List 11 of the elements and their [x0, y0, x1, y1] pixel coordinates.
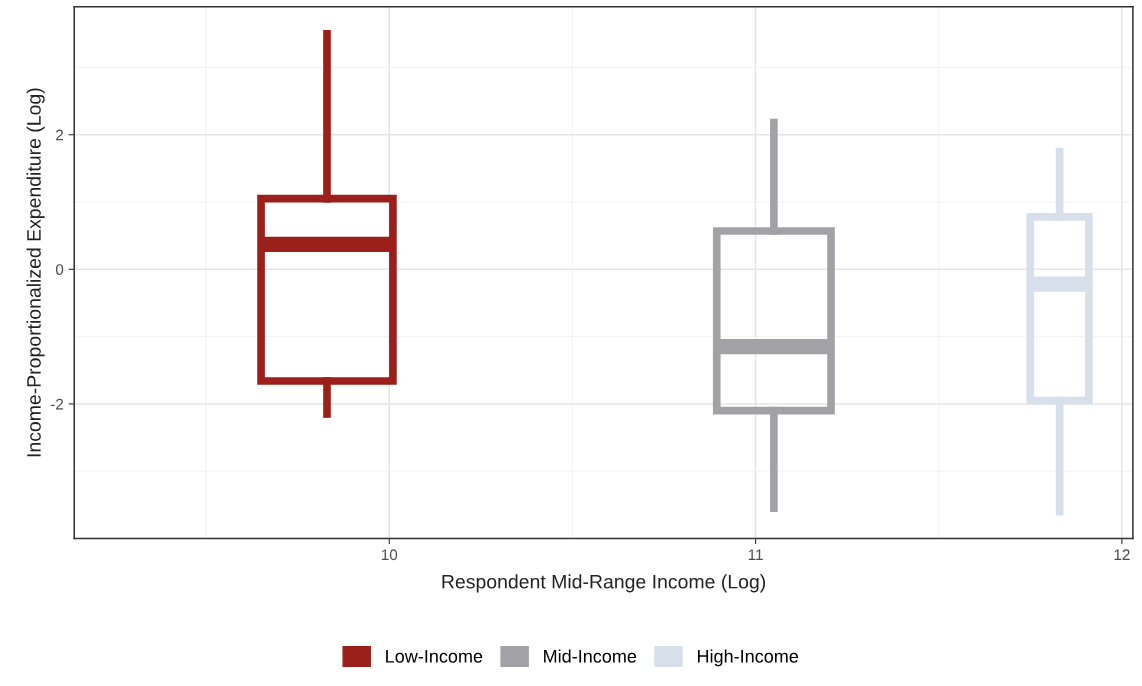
legend-label: Low-Income	[386, 650, 483, 663]
y-tick-label: 0	[55, 264, 64, 276]
x-tick-label: 11	[748, 549, 763, 560]
y-tick-label: -2	[50, 398, 64, 410]
y-tick-label: 2	[56, 129, 64, 141]
legend-label: High-Income	[697, 649, 799, 667]
x-tick-label: 10	[381, 549, 398, 561]
legend-label: Mid-Income	[544, 649, 637, 663]
x-axis-title: Respondent Mid-Range Income (Log)	[442, 574, 766, 593]
y-axis-title: Income-Proportionalized Expenditure (Log)	[26, 88, 45, 457]
x-tick-label: 12	[1114, 549, 1130, 560]
